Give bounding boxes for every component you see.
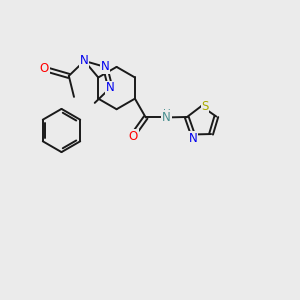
Text: O: O xyxy=(129,130,138,143)
Text: N: N xyxy=(188,132,197,145)
Text: N: N xyxy=(162,111,171,124)
Text: N: N xyxy=(101,60,110,74)
Text: O: O xyxy=(40,62,49,75)
Text: H: H xyxy=(163,109,171,118)
Text: N: N xyxy=(106,81,115,94)
Text: S: S xyxy=(201,100,208,112)
Text: N: N xyxy=(80,54,89,68)
